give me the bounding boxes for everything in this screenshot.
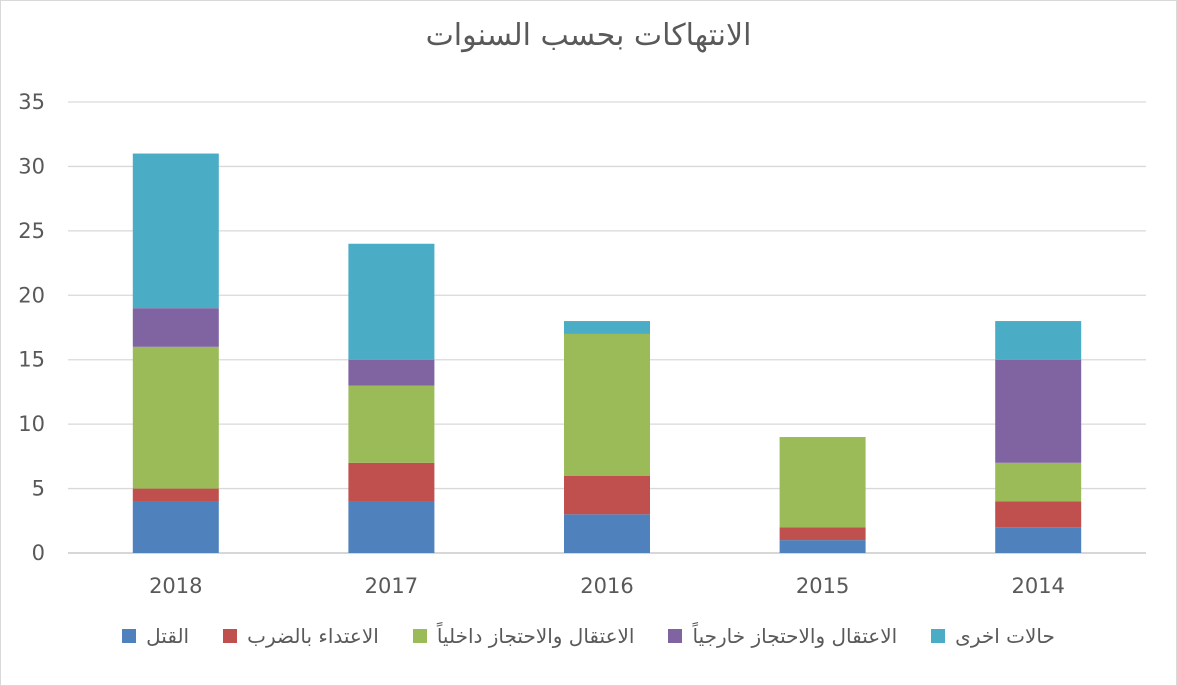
x-axis-ticks: 2018 2017 2016 2015 2014 xyxy=(149,574,1065,598)
bar-segment xyxy=(564,475,650,515)
bars xyxy=(132,153,1082,553)
bar-segment xyxy=(348,385,435,463)
bar-segment xyxy=(132,488,219,502)
legend-item: الاعتقال والاحتجاز داخلياً xyxy=(412,624,635,648)
y-tick-label: 5 xyxy=(32,477,45,501)
y-tick-label: 20 xyxy=(18,283,45,307)
bar-segment xyxy=(779,527,866,541)
bar-segment xyxy=(995,462,1082,502)
legend-swatch xyxy=(122,629,137,643)
bar-segment xyxy=(132,501,219,553)
bar-segment xyxy=(779,437,866,528)
chart-title: الانتهاكات بحسب السنوات xyxy=(425,18,752,53)
bar-segment xyxy=(132,308,219,347)
y-axis-ticks: 0 5 10 15 20 25 30 35 xyxy=(18,90,45,565)
bar-segment xyxy=(132,153,219,309)
legend: القتل الاعتداء بالضرب الاعتقال والاحتجاز د… xyxy=(0,624,1177,648)
legend-label: حالات اخرى xyxy=(955,624,1055,648)
bar-segment xyxy=(348,501,435,553)
x-tick-label: 2015 xyxy=(796,574,849,598)
legend-item: الاعتقال والاحتجاز خارجياً xyxy=(668,624,897,648)
bar-segment xyxy=(348,359,435,386)
legend-swatch xyxy=(668,629,683,643)
x-tick-label: 2018 xyxy=(149,574,202,598)
bar-segment xyxy=(564,514,650,553)
x-tick-label: 2016 xyxy=(580,574,633,598)
legend-label: القتل xyxy=(146,624,190,648)
y-tick-label: 25 xyxy=(18,219,45,243)
bar-segment xyxy=(564,321,650,334)
y-tick-label: 10 xyxy=(18,412,45,436)
bar-segment xyxy=(995,359,1082,463)
legend-swatch xyxy=(223,629,238,643)
x-tick-label: 2014 xyxy=(1011,574,1064,598)
bar-segment xyxy=(995,527,1082,553)
y-tick-label: 30 xyxy=(18,154,45,178)
legend-swatch xyxy=(412,629,427,643)
bar-segment xyxy=(348,243,435,360)
legend-item: حالات اخرى xyxy=(931,624,1055,648)
bar-segment xyxy=(348,462,435,502)
legend-label: الاعتداء بالضرب xyxy=(247,624,379,648)
legend-item: القتل xyxy=(122,624,189,648)
legend-label: الاعتقال والاحتجاز داخلياً xyxy=(436,624,635,648)
bar-segment xyxy=(779,540,866,553)
x-tick-label: 2017 xyxy=(365,574,418,598)
y-tick-label: 15 xyxy=(18,348,45,372)
legend-swatch xyxy=(931,629,946,643)
bar-segment xyxy=(564,333,650,476)
y-tick-label: 0 xyxy=(32,541,45,565)
legend-item: الاعتداء بالضرب xyxy=(223,624,379,648)
bar-segment xyxy=(995,501,1082,528)
legend-label: الاعتقال والاحتجاز خارجياً xyxy=(692,624,898,648)
bar-segment xyxy=(132,346,219,489)
bar-segment xyxy=(995,321,1082,360)
y-tick-label: 35 xyxy=(18,90,45,114)
